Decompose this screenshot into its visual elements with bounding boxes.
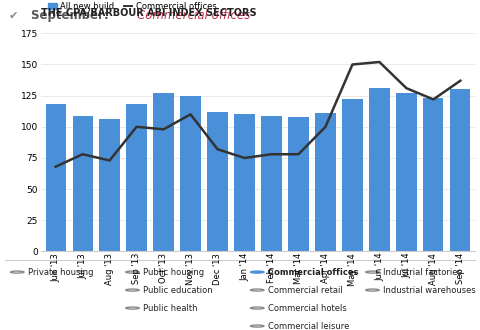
Text: Industrial factories: Industrial factories <box>383 268 462 277</box>
Circle shape <box>251 271 264 273</box>
Text: Commercial hotels: Commercial hotels <box>268 304 347 313</box>
Text: THE CPA/BARBOUR ABI INDEX SECTORS: THE CPA/BARBOUR ABI INDEX SECTORS <box>41 8 256 18</box>
Text: Commercial offices: Commercial offices <box>268 268 359 277</box>
Bar <box>154 93 174 251</box>
Bar <box>369 88 390 251</box>
Bar <box>288 117 309 251</box>
Bar <box>180 96 201 251</box>
Bar <box>99 119 120 251</box>
Text: Public education: Public education <box>143 285 213 295</box>
Text: Private housing: Private housing <box>28 268 93 277</box>
Bar <box>342 99 362 251</box>
Text: September:: September: <box>31 9 113 22</box>
Text: Public health: Public health <box>143 304 198 313</box>
Text: Industrial warehouses: Industrial warehouses <box>383 285 476 295</box>
Bar <box>423 98 444 251</box>
Bar <box>72 115 93 251</box>
Text: ✔: ✔ <box>9 11 18 20</box>
Bar <box>46 104 66 251</box>
Bar <box>234 115 254 251</box>
Text: Commercial leisure: Commercial leisure <box>268 321 349 330</box>
Text: Public housing: Public housing <box>143 268 204 277</box>
Legend: All new build, Commercial offices: All new build, Commercial offices <box>45 0 220 14</box>
Text: Commercial retail: Commercial retail <box>268 285 343 295</box>
Bar <box>126 104 147 251</box>
Bar <box>315 113 336 251</box>
Text: Commercial offices: Commercial offices <box>137 9 250 22</box>
Bar <box>450 89 470 251</box>
Bar <box>396 93 417 251</box>
Bar <box>207 112 228 251</box>
Bar <box>262 115 282 251</box>
